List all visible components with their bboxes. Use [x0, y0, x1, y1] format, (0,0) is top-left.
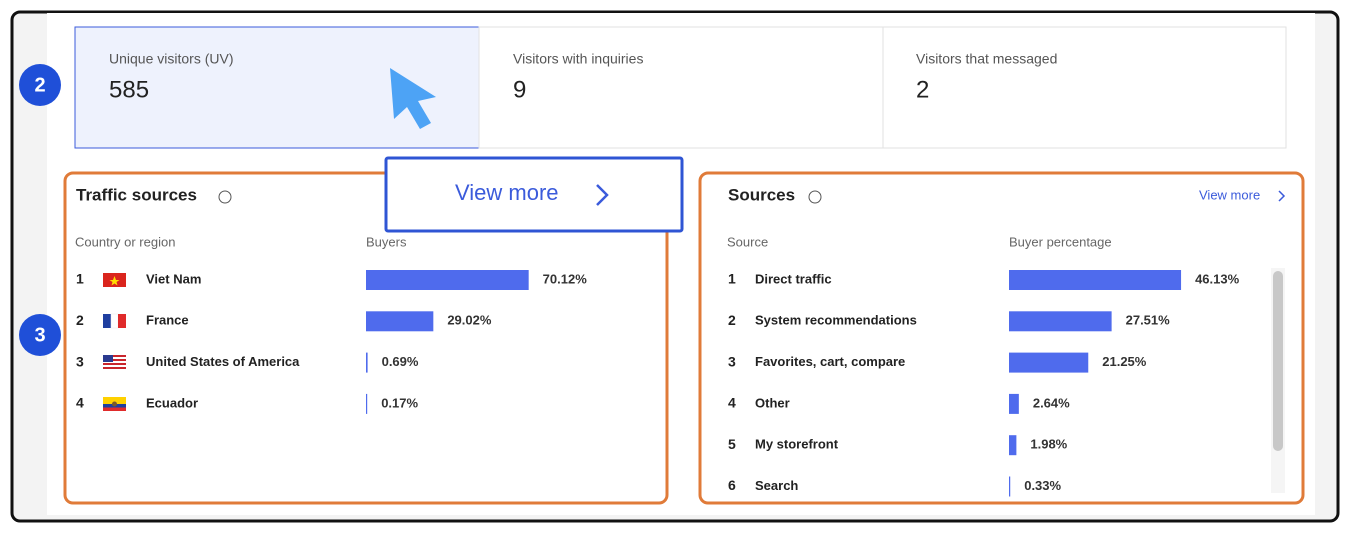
rank: 2: [76, 312, 84, 328]
metric-label: Visitors that messaged: [916, 51, 1057, 67]
rank: 5: [728, 436, 736, 452]
value-label: 29.02%: [447, 313, 492, 328]
annotation-number: 3: [34, 324, 45, 346]
chevron: [1278, 190, 1286, 202]
rank: 2: [728, 312, 736, 328]
bar: [1009, 352, 1089, 373]
row-name: Direct traffic: [755, 271, 832, 286]
bar: [366, 311, 434, 332]
metric-label: Visitors with inquiries: [513, 51, 643, 67]
value-label: 0.33%: [1024, 478, 1061, 493]
bar: [366, 352, 368, 373]
value-label: 27.51%: [1126, 313, 1171, 328]
value-label: 0.69%: [382, 354, 419, 369]
row-name: Viet Nam: [146, 271, 201, 286]
row-name: My storefront: [755, 437, 839, 452]
bar: [1009, 435, 1017, 456]
scroll-thumb[interactable]: [1273, 271, 1283, 451]
callout-label[interactable]: View more: [455, 180, 559, 205]
bar: [366, 270, 529, 290]
value-label: 2.64%: [1033, 395, 1070, 410]
bar: [1009, 393, 1019, 414]
rank: 4: [76, 395, 84, 411]
panel-title: Traffic sources: [76, 185, 197, 204]
help-icon[interactable]: [218, 190, 232, 204]
row-name: Other: [755, 395, 790, 410]
value-label: 46.13%: [1195, 271, 1240, 286]
metric-box[interactable]: [478, 26, 884, 149]
help-icon[interactable]: [808, 190, 822, 204]
rank: 4: [728, 395, 736, 411]
bar: [366, 393, 368, 414]
row-name: France: [146, 313, 189, 328]
rank: 3: [76, 353, 84, 369]
flag: [103, 355, 126, 369]
highlight-frame: [698, 171, 1305, 505]
value-label: 21.25%: [1102, 354, 1147, 369]
value-label: 1.98%: [1030, 437, 1067, 452]
bar: [1009, 476, 1011, 497]
row-name: Favorites, cart, compare: [755, 354, 905, 369]
metric-value: 585: [109, 76, 149, 103]
rank: 1: [728, 271, 736, 287]
value-label: 70.12%: [543, 271, 588, 286]
column-header: Country or region: [75, 234, 175, 249]
highlight-frame: [63, 171, 669, 505]
column-header: Buyers: [366, 234, 407, 249]
annotation-number: 2: [34, 74, 45, 96]
metric-value: 9: [513, 76, 526, 103]
bar: [1009, 270, 1182, 290]
value-label: 0.17%: [381, 395, 418, 410]
flag: [103, 397, 126, 411]
view-more-link[interactable]: View more: [1199, 187, 1260, 202]
annotation-badge: [19, 314, 61, 356]
row-name: System recommendations: [755, 313, 917, 328]
bar: [1009, 311, 1112, 332]
annotation-badge: [19, 64, 61, 106]
panel-title: Sources: [728, 185, 795, 204]
callout-box[interactable]: [384, 156, 684, 233]
row-name: Search: [755, 478, 798, 493]
row-name: Ecuador: [146, 395, 198, 410]
metric-label: Unique visitors (UV): [109, 51, 233, 67]
rank: 3: [728, 353, 736, 369]
row-name: United States of America: [146, 354, 300, 369]
column-header: Buyer percentage: [1009, 234, 1112, 249]
column-header: Source: [727, 234, 768, 249]
rank: 6: [728, 477, 736, 493]
rank: 1: [76, 271, 84, 287]
chevron: [596, 184, 609, 206]
flag: [103, 273, 126, 287]
flag: [103, 313, 126, 329]
metric-box[interactable]: [882, 26, 1287, 149]
cursor-icon: [390, 68, 436, 129]
metric-value: 2: [916, 76, 929, 103]
